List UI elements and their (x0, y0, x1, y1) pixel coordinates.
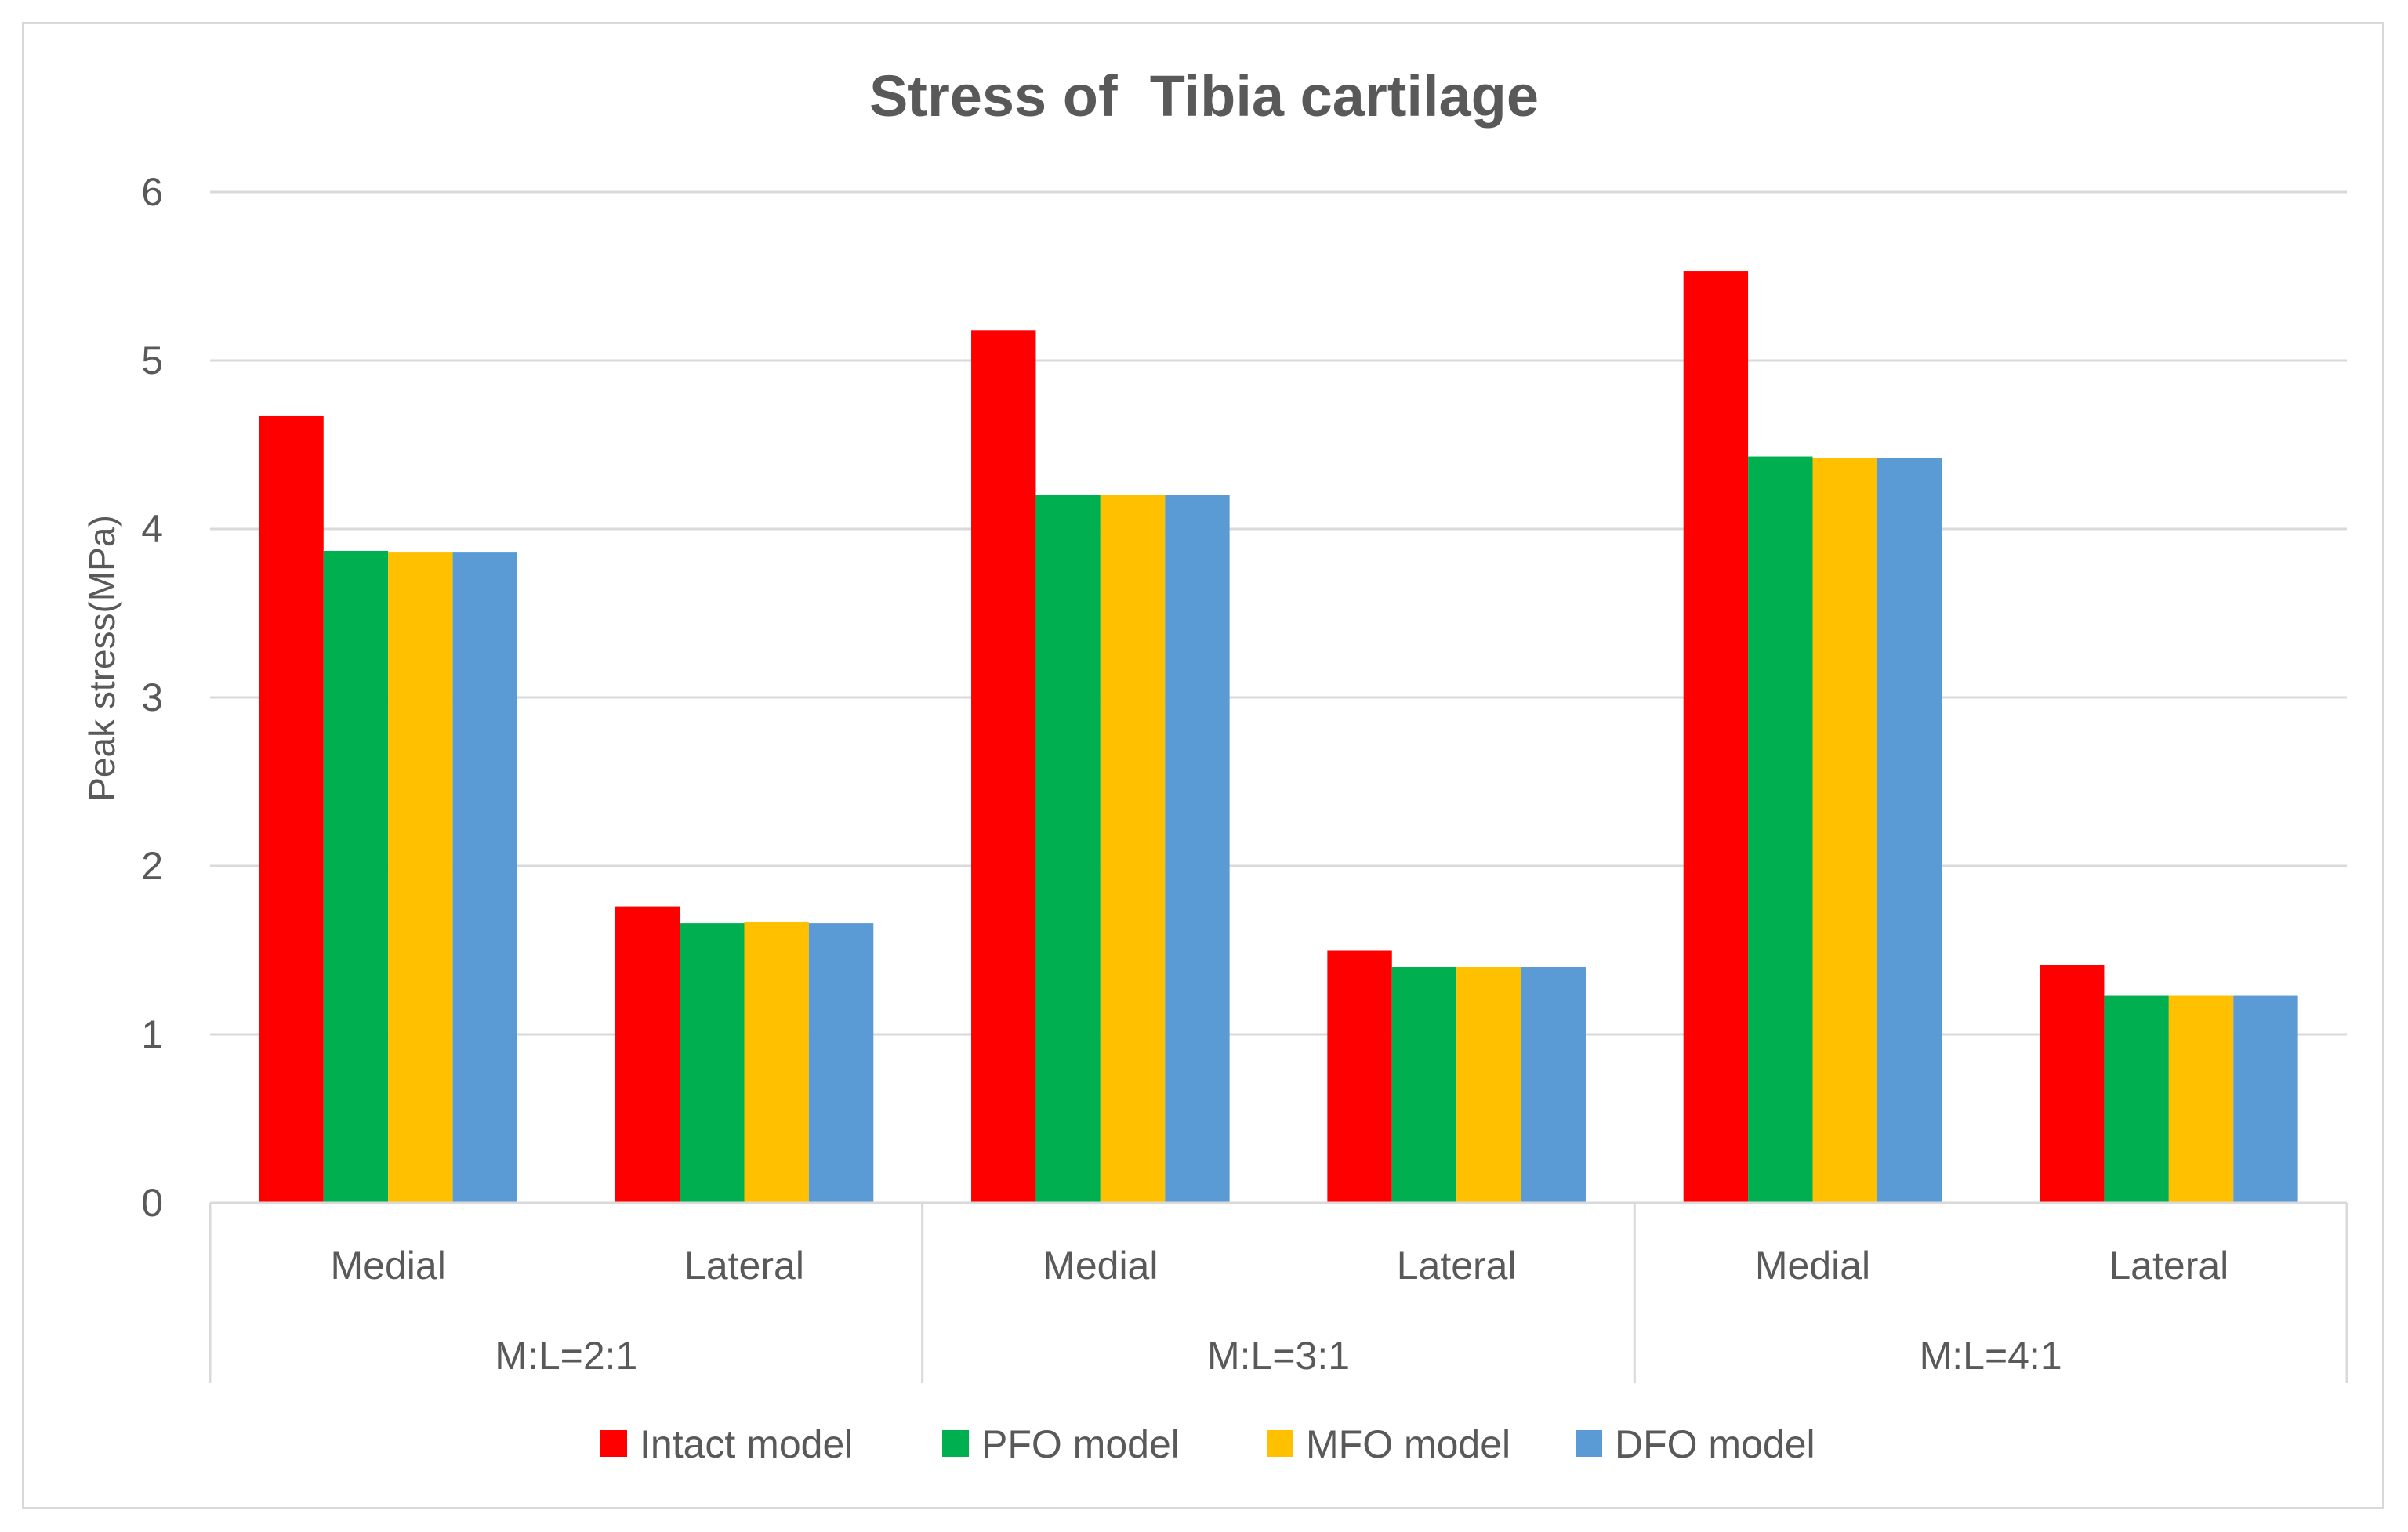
y-tick-label: 5 (141, 339, 163, 382)
y-tick-label: 2 (141, 844, 163, 888)
bar (615, 906, 680, 1203)
bar (1877, 458, 1942, 1203)
bar (2040, 965, 2105, 1203)
legend-swatch (1576, 1430, 1602, 1457)
bar (1748, 456, 1813, 1203)
bar (1165, 495, 1230, 1203)
legend-swatch (942, 1430, 969, 1457)
chart-title: Stress of Tibia cartilage (869, 63, 1539, 129)
y-axis-title: Peak stress(MPa) (82, 515, 122, 802)
bar (2233, 995, 2298, 1203)
bar (680, 923, 745, 1203)
bar (1327, 950, 1392, 1203)
bars (259, 271, 2298, 1203)
bar (388, 552, 453, 1203)
bar (744, 921, 809, 1203)
y-tick-label: 1 (141, 1012, 163, 1056)
bar (1456, 967, 1521, 1203)
legend-swatch (1267, 1430, 1293, 1457)
x-axis: Medial Lateral Medial Lateral Medial Lateral M… (209, 1201, 2348, 1383)
bar (2104, 995, 2169, 1203)
bar (1391, 967, 1457, 1203)
bar (971, 330, 1036, 1203)
bar (1035, 495, 1101, 1203)
bar (1100, 495, 1166, 1203)
legend-swatch (600, 1430, 627, 1457)
x-category-label: Lateral (1397, 1244, 1517, 1288)
legend-label: DFO model (1615, 1422, 1815, 1466)
bar (1521, 967, 1586, 1203)
y-axis-ticks: 0 1 2 3 4 5 6 (141, 170, 163, 1225)
bar (2168, 995, 2234, 1203)
x-group-label: M:L=3:1 (1207, 1334, 1350, 1378)
x-category-label: Lateral (684, 1244, 804, 1288)
gridlines (210, 190, 2347, 1036)
x-group-label: M:L=4:1 (1920, 1334, 2062, 1378)
x-category-label: Medial (1043, 1244, 1158, 1288)
legend-label: PFO model (981, 1422, 1180, 1466)
legend-label: Intact model (640, 1422, 853, 1466)
x-category-label: Lateral (2109, 1244, 2228, 1288)
x-group-label: M:L=2:1 (495, 1334, 637, 1378)
x-category-label: Medial (331, 1244, 446, 1288)
bar (1683, 271, 1749, 1203)
x-category-label: Medial (1755, 1244, 1870, 1288)
bar (259, 415, 324, 1203)
legend-label: MFO model (1306, 1422, 1510, 1466)
y-tick-label: 6 (141, 170, 163, 214)
y-tick-label: 0 (141, 1181, 163, 1225)
bar (1812, 458, 1877, 1203)
bar (808, 923, 874, 1203)
bar (452, 552, 517, 1203)
y-tick-label: 4 (141, 507, 163, 551)
y-tick-label: 3 (141, 675, 163, 719)
legend: Intact model PFO model MFO model DFO model (600, 1422, 1815, 1466)
bar (323, 550, 389, 1203)
